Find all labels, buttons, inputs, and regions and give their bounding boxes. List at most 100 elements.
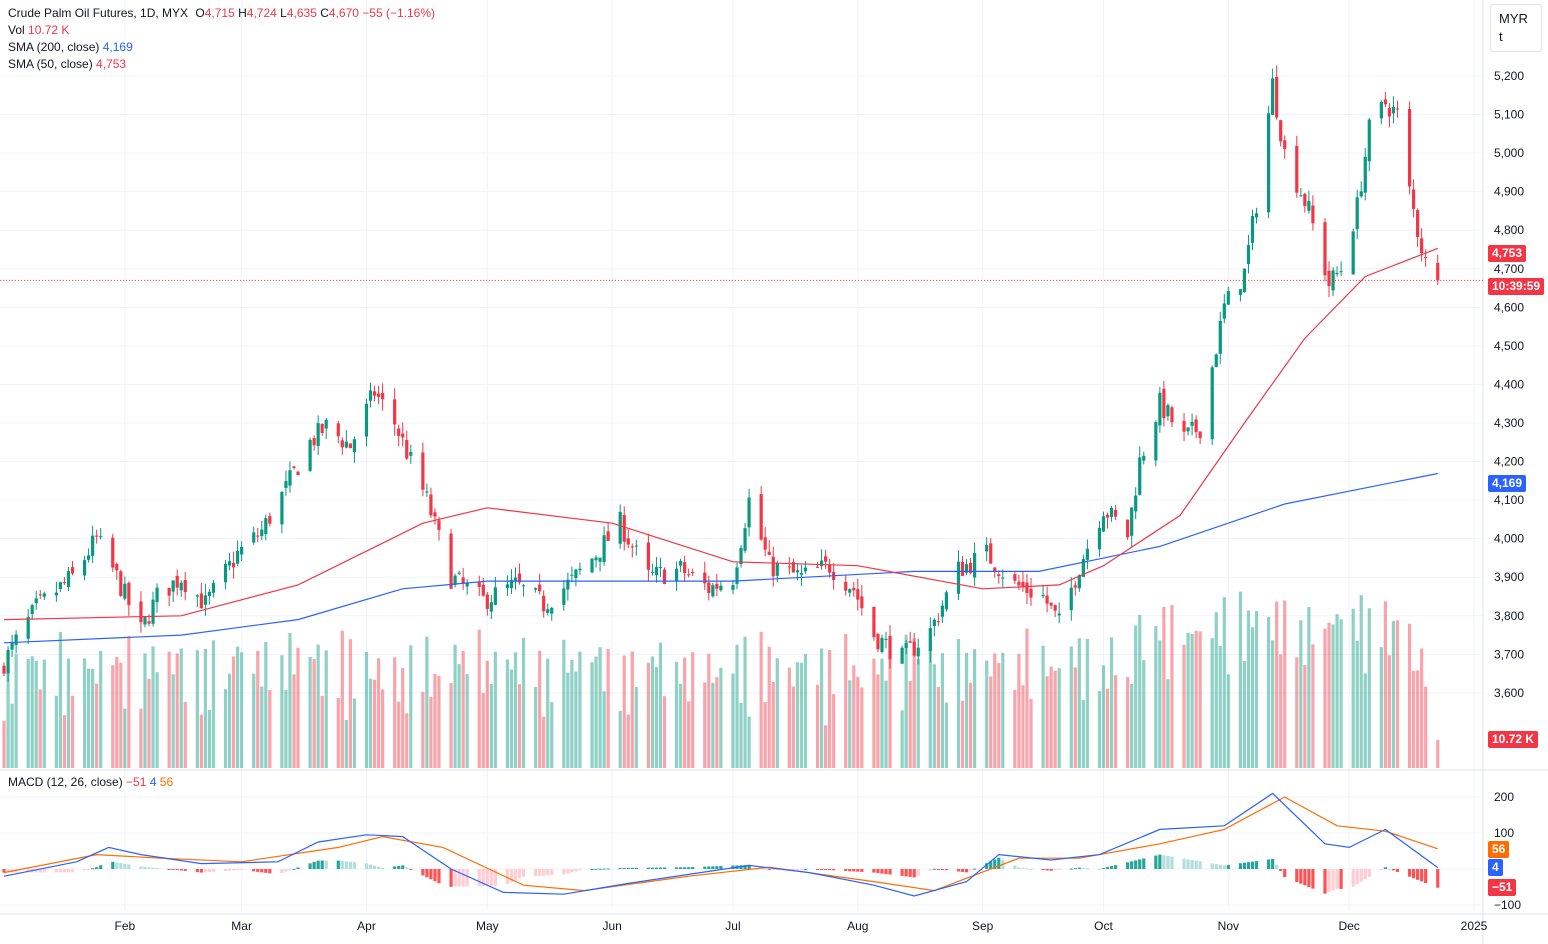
macd-histogram-bar [590,868,594,870]
candle-body [119,571,123,596]
volume-bar [344,720,348,768]
volume-bar [1335,614,1339,768]
macd-histogram-bar [1351,869,1355,887]
macd-histogram-bar [1246,862,1251,869]
countdown-tag: 10:39:59 [1488,278,1545,295]
candle-body [151,599,155,624]
macd-histogram-bar [534,869,538,877]
candle-body [763,537,767,550]
candle-body [1073,585,1077,588]
macd-histogram-bar [1049,869,1053,871]
volume-bar [997,663,1001,768]
macd-histogram-bar [763,868,767,870]
macd-histogram-bar [26,869,30,873]
candle-body [477,582,481,587]
candle-body [195,595,199,597]
macd-histogram-bar [602,868,606,870]
volume-bar [711,682,715,768]
candle-body [542,595,546,612]
candle-body [960,561,965,576]
candle-body [654,566,659,576]
volume-bar [1295,657,1299,768]
macd-histogram-bar [139,866,143,869]
macd-histogram-bar [1041,869,1045,870]
candle-body [58,582,63,589]
currency-unit-button[interactable]: MYR t [1490,4,1542,52]
candle-body [308,439,312,471]
candle-body [1395,108,1400,110]
candle-body [1250,216,1255,243]
price-tick-label: 4,200 [1494,455,1524,469]
macd-histogram-bar [99,865,103,869]
macd-histogram-bar [844,869,848,871]
candle-body [570,574,574,576]
candle-body [147,621,151,624]
volume-bar [654,666,659,768]
candle-body [296,471,300,476]
price-tick-label: 4,600 [1494,300,1524,314]
volume-bar [147,678,151,768]
candle-body [1186,427,1190,432]
macd-histogram-bar [1275,864,1279,869]
time-tick-label: Nov [1218,919,1239,933]
volume-bar [1057,668,1061,768]
macd-histogram-bar [465,869,469,887]
macd-histogram-bar [481,869,485,887]
macd-histogram-bar [815,869,820,870]
volume-bar [799,662,804,768]
macd-histogram-bar [824,869,828,870]
candle-body [1109,507,1114,517]
volume-bar [1170,605,1174,768]
candle-body [888,635,892,660]
macd-histogram-bar [828,869,832,871]
volume-bar [856,676,860,768]
sma200-legend[interactable]: SMA (200, close) 4,169 [8,39,133,56]
volume-legend[interactable]: Vol 10.72 K [8,22,69,39]
candle-body [87,555,91,560]
macd-histogram-bar [223,869,228,871]
macd-histogram-bar [650,867,655,869]
volume-bar [82,658,87,768]
macd-histogram-bar [513,869,518,881]
macd-line-tag: 4 [1488,859,1503,876]
candle-body [2,665,6,674]
volume-bar [767,646,771,768]
price-tick-label: 4,900 [1494,185,1524,199]
volume-bar [433,673,437,768]
symbol-legend[interactable]: Crude Palm Oil Futures, 1D, MYX O4,715 H… [8,5,435,22]
macd-legend[interactable]: MACD (12, 26, close) −51 4 56 [8,775,173,789]
macd-histogram-bar [364,863,369,869]
volume-bar [99,650,103,768]
open-value: 4,715 [204,6,235,20]
volume-bar [1363,673,1367,768]
volume-bar [288,633,292,768]
macd-label: MACD (12, 26, close) [8,775,123,789]
candle-body [429,494,433,516]
macd-histogram-bar [1073,868,1077,870]
sma50-legend[interactable]: SMA (50, close) 4,753 [8,56,126,73]
volume-bar [844,633,848,768]
candle-body [453,575,457,585]
candle-body [1105,514,1110,518]
candle-body [461,577,465,583]
candle-body [1134,495,1138,512]
macd-histogram-bar [42,869,46,873]
time-tick-label: Oct [1094,919,1113,933]
macd-histogram-bar [819,869,824,870]
candle-body [1331,270,1335,291]
volume-bar [409,645,413,768]
candle-body [268,515,272,524]
macd-histogram-bar [376,866,381,869]
sma200-line [3,472,1438,644]
volume-bar [1222,597,1226,768]
candle-body [207,591,212,597]
volume-bar [687,701,691,768]
volume-bar [1420,648,1424,768]
macd-histogram-bar [252,869,256,872]
volume-bar [425,636,429,768]
macd-histogram-bar [147,867,151,869]
candle-body [95,535,99,537]
candle-body [14,634,18,646]
volume-bar [1194,630,1198,768]
